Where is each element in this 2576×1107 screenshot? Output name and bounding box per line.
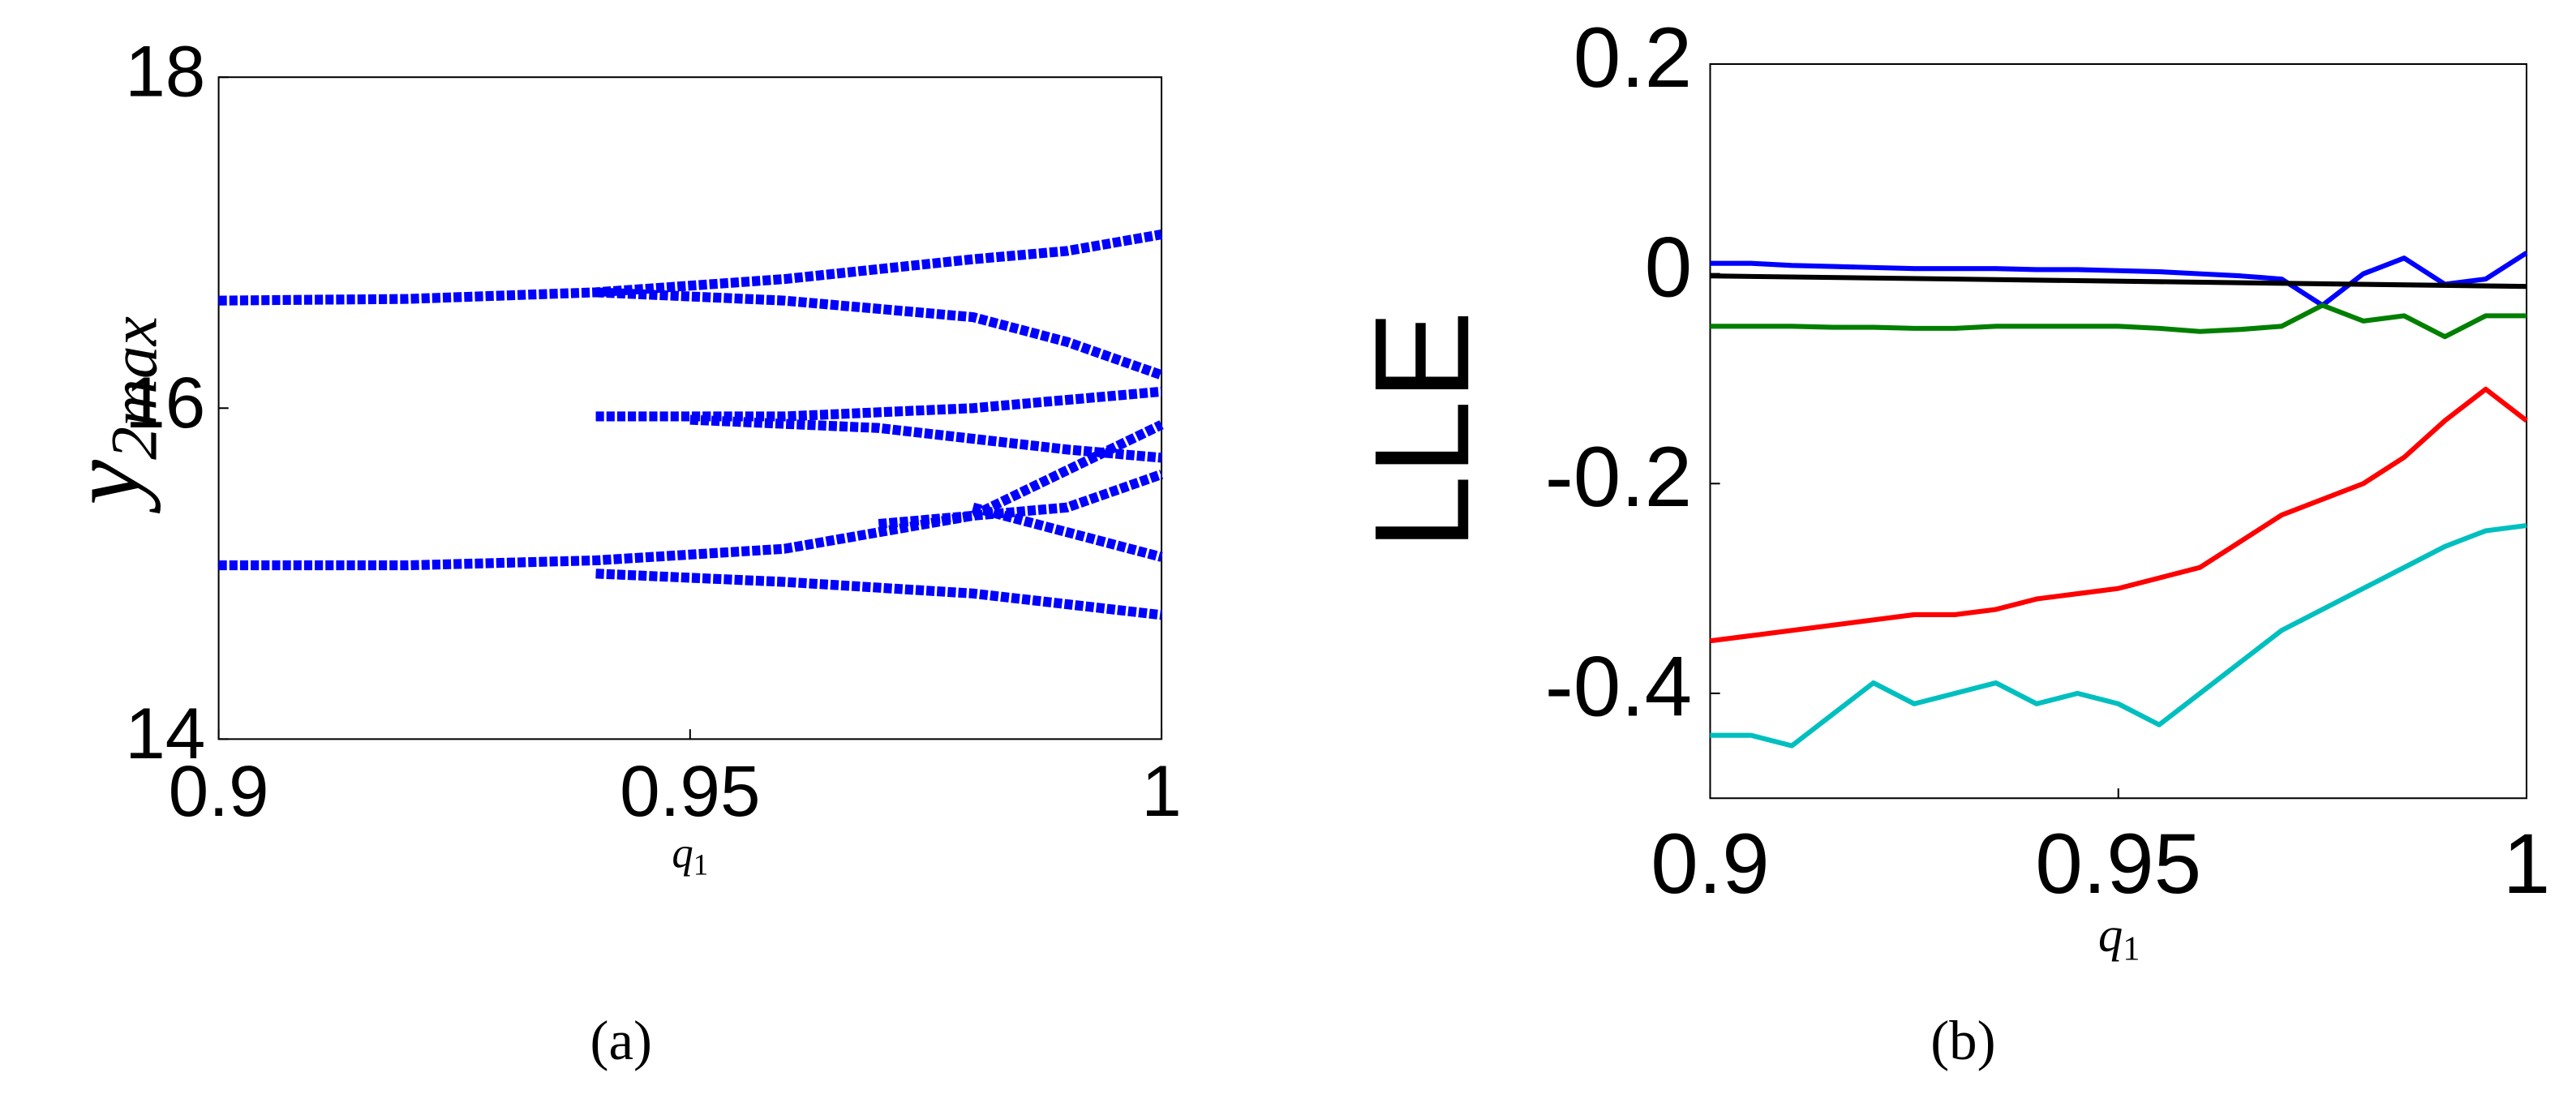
branch [595, 569, 1162, 620]
y-axis-label-main: y [49, 460, 161, 514]
caption: (a) [590, 1010, 652, 1071]
y-tick-label: -0.2 [1545, 430, 1692, 525]
branch [218, 420, 1164, 571]
y-tick-label: 18 [125, 31, 205, 112]
x-axis-label: q1 [2098, 907, 2140, 968]
x-tick-label: 0.95 [2035, 817, 2201, 912]
y-tick-label: -0.4 [1545, 640, 1692, 735]
branch [595, 287, 1164, 380]
x-axis-label-main: q [2098, 907, 2123, 962]
x-axis-label-main: q [672, 830, 693, 877]
series-line [1710, 251, 2528, 308]
y-tick-label: 0.2 [1574, 11, 1692, 105]
branch [595, 386, 1162, 422]
branch [218, 230, 1163, 306]
x-axis-label-sub: 1 [2123, 929, 2140, 968]
branch [972, 502, 1163, 562]
plot-area [1709, 62, 2528, 800]
y-tick-label: 0 [1645, 220, 1693, 315]
x-tick-label: 1 [2503, 817, 2551, 912]
caption: (b) [1930, 1010, 1995, 1071]
x-tick-label: 0.9 [1651, 817, 1769, 912]
series-line [1710, 522, 2527, 749]
y-axis-label: y2max [49, 316, 170, 514]
x-axis-label-sub: 1 [693, 848, 708, 882]
series-line [1710, 386, 2528, 644]
branch [878, 470, 1164, 530]
branch [689, 414, 1162, 463]
y-axis-label: LLE [1347, 311, 1497, 550]
x-tick-label: 1 [1141, 750, 1182, 831]
x-tick-label: 0.95 [620, 750, 760, 831]
x-tick-label: 0.9 [169, 750, 269, 831]
series-line [1710, 273, 2527, 290]
y-tick-label: 16 [125, 362, 205, 443]
x-axis-label: q1 [672, 830, 708, 882]
series-line [1710, 302, 2527, 340]
y-tick-label: 14 [125, 693, 205, 774]
y-axis-label-main: LLE [1347, 311, 1497, 550]
y-axis-label-sub: 2max [97, 316, 170, 460]
